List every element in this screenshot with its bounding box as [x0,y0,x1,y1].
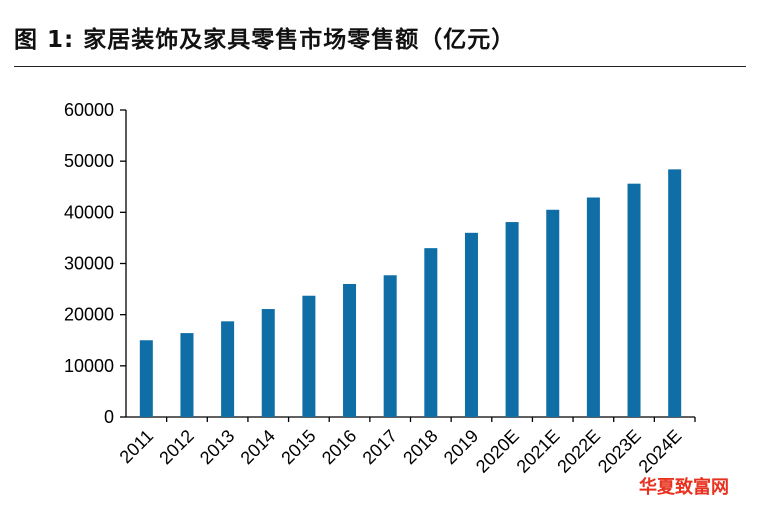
x-tick-label: 2017 [359,426,401,468]
y-axis: 0 10000 20000 30000 40000 50000 60000 [64,100,127,427]
x-tick-label: 2024E [635,426,686,477]
x-tick-label: 2023E [594,426,645,477]
bar-2020E [505,222,519,417]
x-tick-label: 2021E [513,426,564,477]
y-tick-label: 60000 [64,100,114,120]
bar-2019 [464,232,478,417]
bar-2011 [139,340,153,417]
y-tick-label: 40000 [64,202,114,222]
bar-2023E [627,183,641,417]
x-tick-label: 2014 [237,426,279,468]
bar-2024E [668,169,682,417]
x-tick-label: 2015 [277,426,319,468]
y-tick-label: 10000 [64,356,114,376]
y-tick-label: 50000 [64,151,114,171]
title-divider [14,66,746,67]
x-tick-label: 2013 [196,426,238,468]
y-tick-label: 20000 [64,305,114,325]
bar-2021E [546,209,560,417]
bar-2016 [343,283,357,417]
bars [139,169,682,417]
y-tick-label: 30000 [64,254,114,274]
bar-2012 [180,333,194,417]
x-tick-label: 2020E [472,426,523,477]
bar-2017 [383,275,397,417]
bar-2013 [221,321,235,417]
chart-title: 图 1: 家居装饰及家具零售市场零售额（亿元） [14,27,516,53]
y-tick-label: 0 [104,407,114,427]
x-tick-label: 2022E [553,426,604,477]
bar-2018 [424,248,438,417]
watermark-logo: 华夏致富网 [639,477,729,498]
bar-2015 [302,295,316,417]
x-axis: 2011201220132014201520162017201820192020… [116,416,696,477]
x-tick-label: 2012 [155,426,197,468]
x-tick-label: 2018 [399,426,441,468]
bar-2014 [261,309,275,417]
bar-2022E [586,197,600,417]
x-tick-label: 2016 [318,426,360,468]
x-tick-label: 2011 [116,426,158,468]
